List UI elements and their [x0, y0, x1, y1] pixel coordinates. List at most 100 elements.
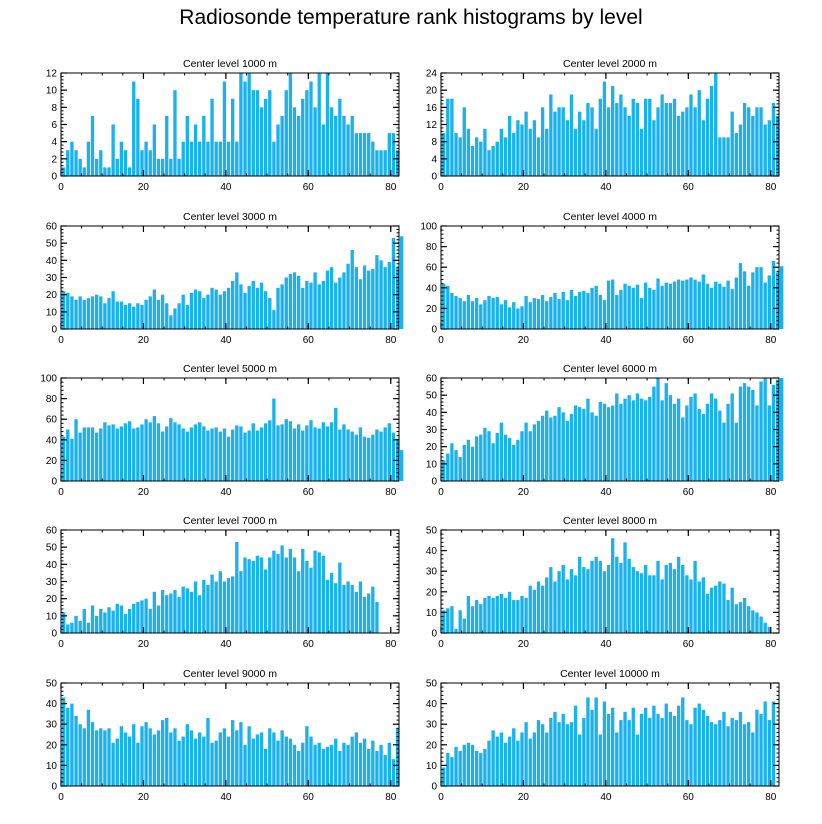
bar	[532, 424, 537, 481]
x-tick-label: 20	[138, 487, 150, 498]
bar	[594, 285, 598, 329]
bar	[198, 595, 202, 633]
bar	[446, 453, 450, 481]
bar	[479, 604, 483, 633]
bar	[660, 718, 664, 786]
bar	[379, 744, 383, 786]
bar	[524, 111, 528, 177]
bar	[598, 402, 602, 481]
bar	[354, 133, 358, 176]
bar	[66, 707, 70, 786]
bar	[767, 405, 771, 481]
bar	[503, 597, 508, 633]
bar	[615, 393, 619, 481]
bar	[656, 278, 660, 329]
bar	[152, 289, 157, 329]
bar	[532, 298, 537, 329]
bar	[193, 581, 198, 633]
bar	[198, 732, 202, 786]
bar	[354, 591, 358, 633]
bar	[235, 425, 239, 481]
histogram-panel-8: 0 20 40 60 80 0 10 20 30 40 50 Center level 8000 m	[426, 515, 780, 650]
plot-frame	[440, 682, 780, 787]
bar	[119, 605, 124, 633]
bar	[586, 398, 590, 481]
bar	[185, 724, 189, 786]
bar	[503, 137, 508, 177]
bar	[479, 141, 483, 176]
bar	[276, 287, 280, 329]
bar	[775, 272, 780, 329]
bar	[627, 285, 631, 329]
bar	[705, 98, 710, 176]
bar	[578, 734, 582, 786]
x-tick-label: 20	[518, 487, 530, 498]
bar	[635, 103, 640, 176]
bar	[177, 158, 181, 176]
bar	[668, 711, 673, 786]
bar	[218, 571, 222, 633]
bar	[354, 434, 358, 481]
bar	[771, 261, 776, 329]
bar	[301, 287, 305, 329]
bar	[387, 262, 391, 329]
bar	[263, 423, 268, 481]
bar	[362, 738, 367, 786]
bar	[185, 115, 189, 176]
bar	[362, 133, 367, 176]
bar	[226, 141, 231, 176]
bar	[272, 550, 276, 633]
bar	[247, 286, 251, 329]
bar	[160, 158, 165, 176]
bar	[639, 298, 644, 329]
bar	[284, 736, 288, 786]
bar	[82, 728, 86, 786]
bar	[528, 431, 532, 481]
y-tick-label: 40	[426, 408, 438, 419]
bar	[627, 395, 631, 481]
histogram-panel-9: 0 20 40 60 80 0 10 20 30 40 50 Center level 9000 m	[46, 668, 400, 803]
bar	[664, 282, 668, 329]
bar	[602, 571, 607, 633]
bar	[536, 720, 541, 786]
plot-frame	[60, 377, 400, 482]
bar	[165, 426, 169, 481]
bar	[296, 115, 301, 176]
bar	[383, 427, 387, 481]
bar	[210, 287, 214, 329]
bar	[619, 403, 623, 481]
bar	[631, 98, 635, 176]
x-tick-label: 60	[303, 792, 315, 803]
bar	[90, 605, 95, 633]
bar	[495, 736, 499, 786]
bar	[251, 423, 255, 481]
bar	[540, 107, 545, 176]
bar	[619, 720, 623, 786]
bar	[507, 307, 512, 329]
bar	[350, 736, 354, 786]
bar	[74, 299, 78, 329]
bar	[602, 701, 607, 786]
bar	[173, 90, 177, 176]
bar	[738, 602, 743, 633]
histogram-panel-10: 0 20 40 60 80 0 10 20 30 40 50 Center level 10000 m	[426, 668, 780, 803]
bar	[127, 303, 132, 329]
bar	[722, 711, 726, 786]
bar	[177, 740, 181, 786]
bar	[693, 107, 697, 176]
bar	[681, 697, 685, 786]
y-tick-label: 0	[51, 629, 57, 640]
bar	[442, 767, 446, 786]
bar	[524, 722, 528, 786]
bar	[189, 292, 194, 329]
bar	[375, 429, 379, 481]
bar	[545, 128, 549, 176]
x-tick-label: 20	[518, 182, 530, 193]
bar	[284, 557, 288, 633]
bar	[499, 422, 504, 481]
bar	[780, 266, 784, 329]
bar	[545, 410, 549, 481]
bar	[565, 420, 569, 481]
bar	[334, 738, 338, 786]
bar	[251, 560, 255, 633]
